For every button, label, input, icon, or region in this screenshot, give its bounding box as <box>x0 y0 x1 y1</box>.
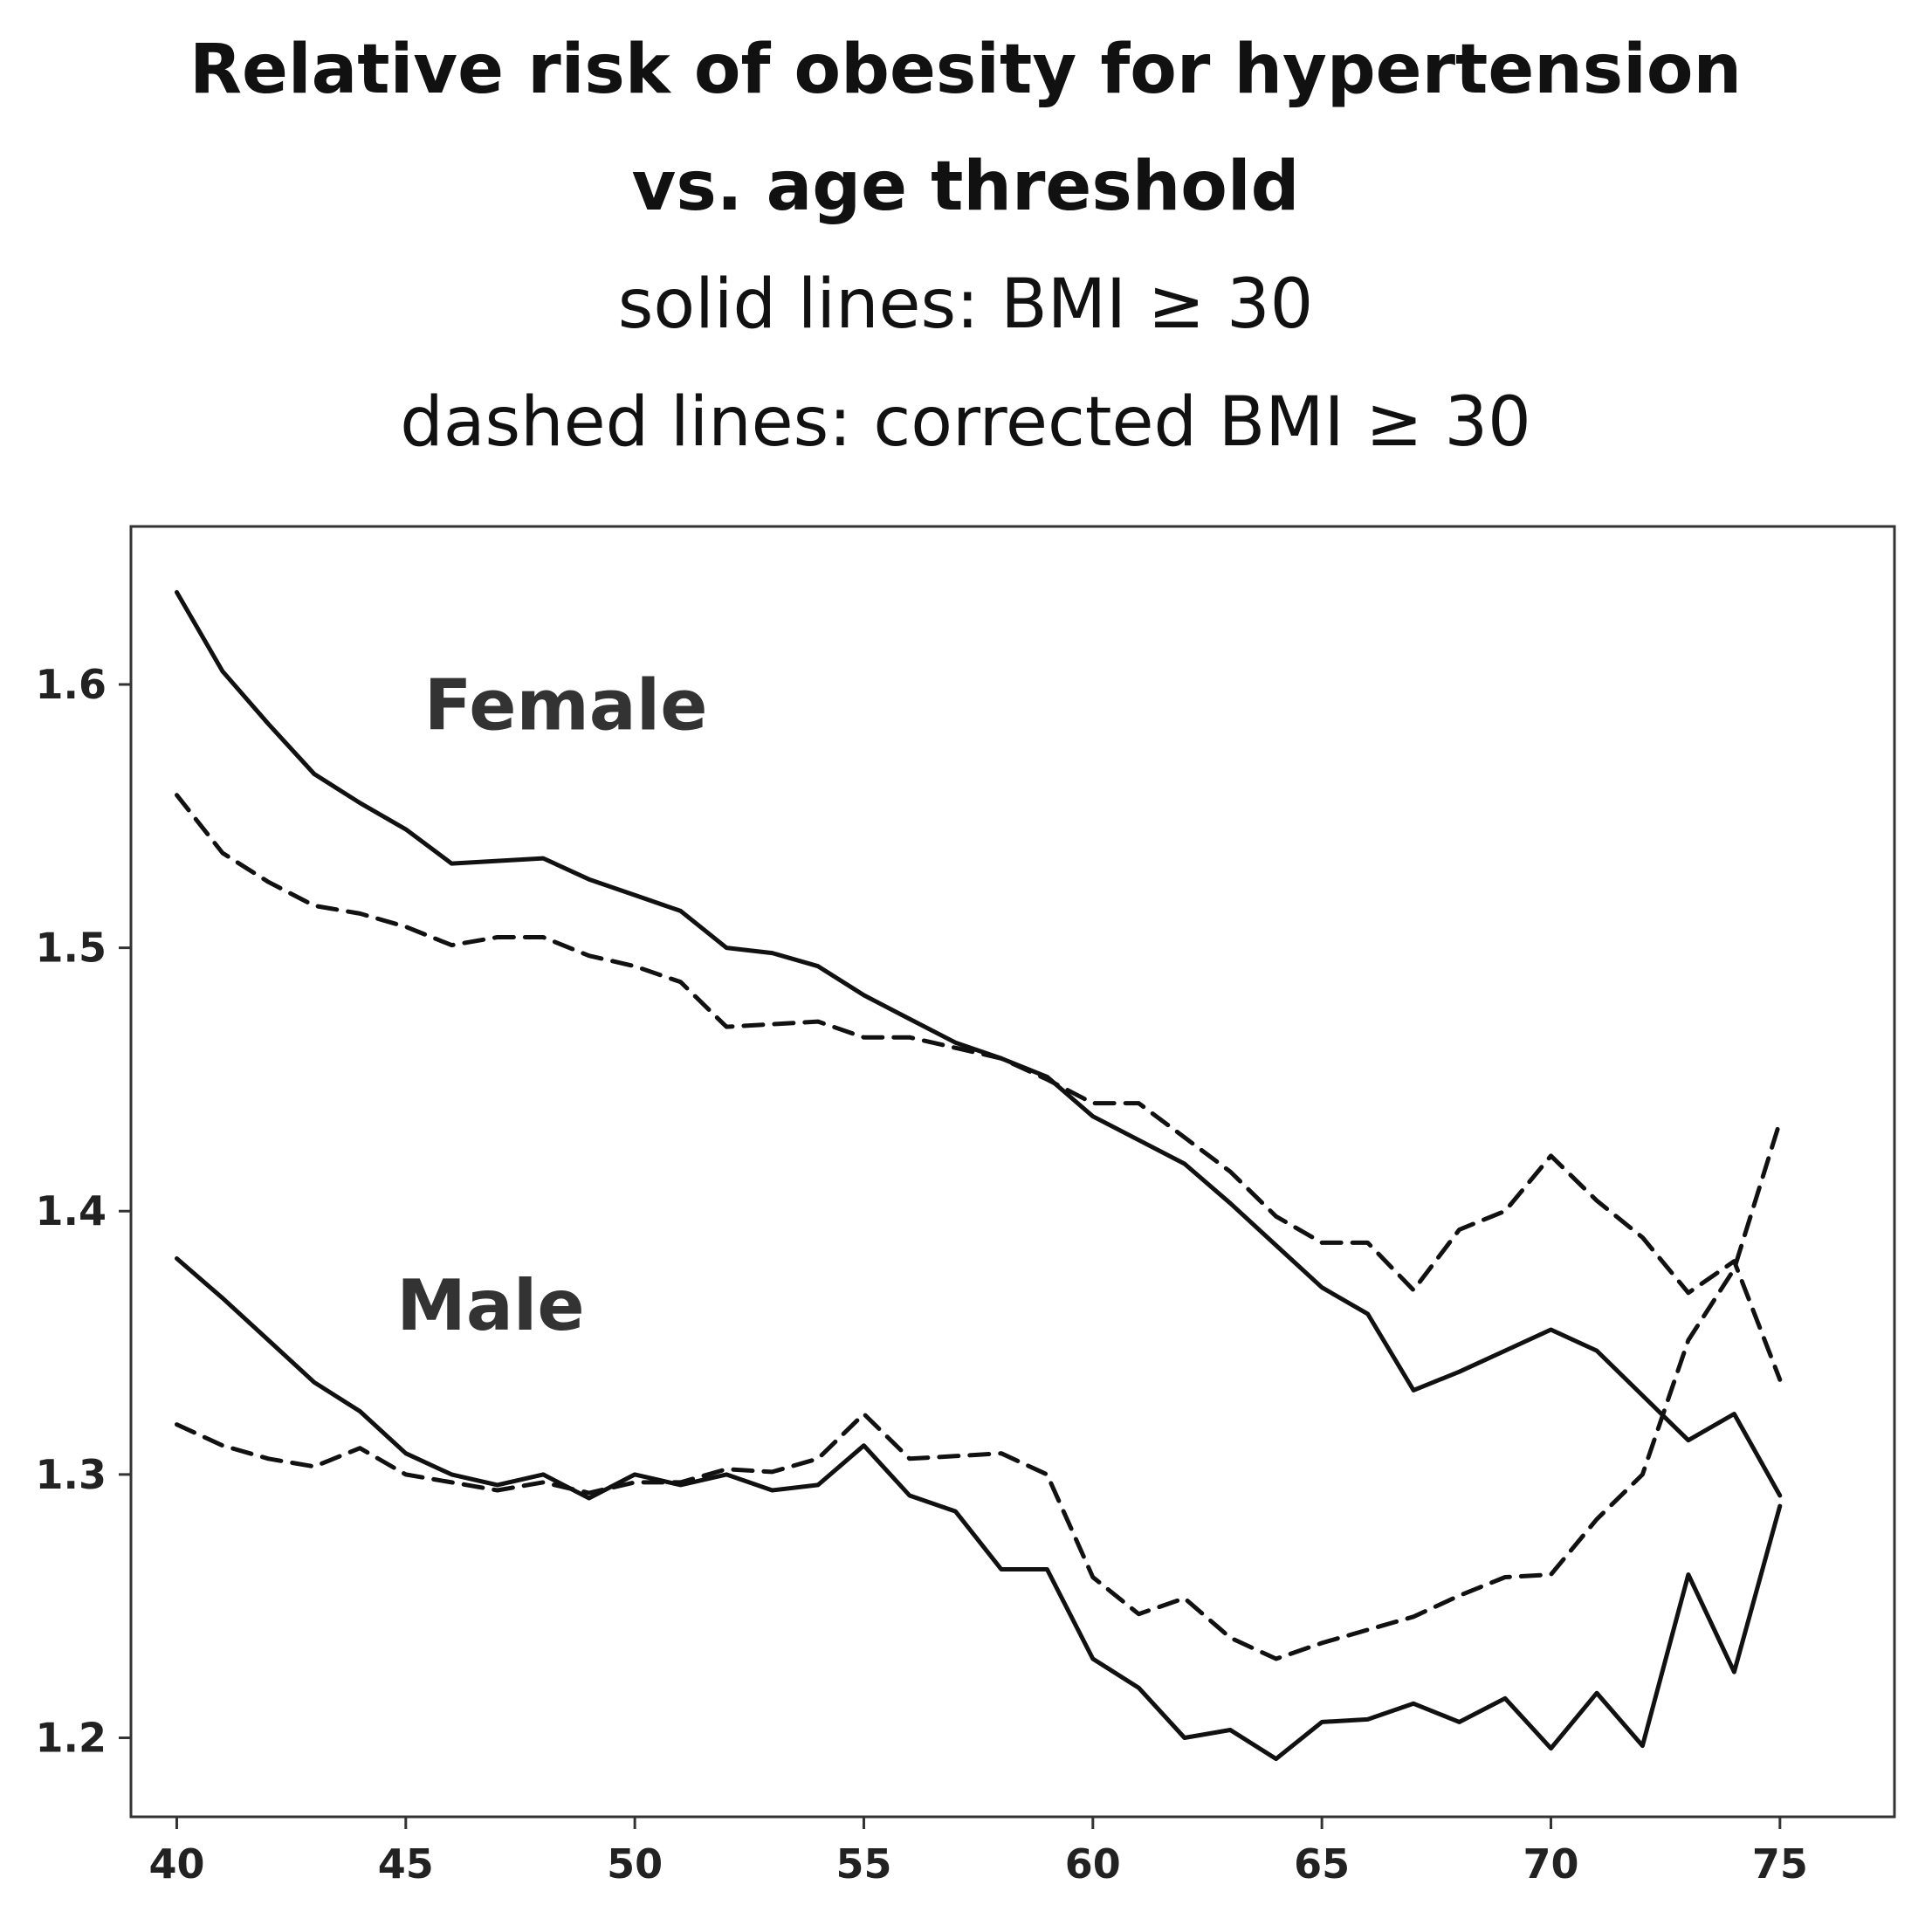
y-axis: 1.2 1.3 1.4 1.5 1.6 <box>36 661 131 1762</box>
chart-subtitle-line1: solid lines: BMI ≥ 30 <box>618 265 1314 344</box>
y-tick-label: 1.5 <box>36 925 107 972</box>
plot-frame <box>129 525 1896 1819</box>
x-tick-label: 50 <box>607 1840 663 1888</box>
chart-title: Relative risk of obesity for hypertensio… <box>189 31 1742 462</box>
x-tick-label: 70 <box>1523 1840 1578 1888</box>
x-tick-label: 55 <box>835 1840 891 1888</box>
female-solid-line <box>175 589 1783 1498</box>
annotation-female: Female <box>424 664 708 746</box>
y-tick-label: 1.6 <box>36 661 107 708</box>
x-tick-label: 60 <box>1065 1840 1121 1888</box>
chart-subtitle-line2: dashed lines: corrected BMI ≥ 30 <box>400 383 1531 462</box>
annotation-male: Male <box>396 1265 584 1346</box>
y-tick-label: 1.4 <box>36 1187 107 1234</box>
x-axis: 40 45 50 55 60 65 70 75 <box>148 1817 1808 1888</box>
series-layer <box>175 589 1783 1762</box>
female-dashed-line <box>175 793 1783 1382</box>
male-dashed-line <box>175 1119 1783 1661</box>
x-tick-label: 45 <box>378 1840 434 1888</box>
male-solid-line <box>175 1256 1783 1762</box>
chart-title-line1: Relative risk of obesity for hypertensio… <box>189 31 1742 109</box>
y-tick-label: 1.2 <box>36 1715 107 1762</box>
chart-title-line2: vs. age threshold <box>632 148 1300 226</box>
y-tick-label: 1.3 <box>36 1451 107 1498</box>
x-tick-label: 65 <box>1294 1840 1350 1888</box>
x-tick-label: 40 <box>148 1840 204 1888</box>
x-tick-label: 75 <box>1752 1840 1808 1888</box>
